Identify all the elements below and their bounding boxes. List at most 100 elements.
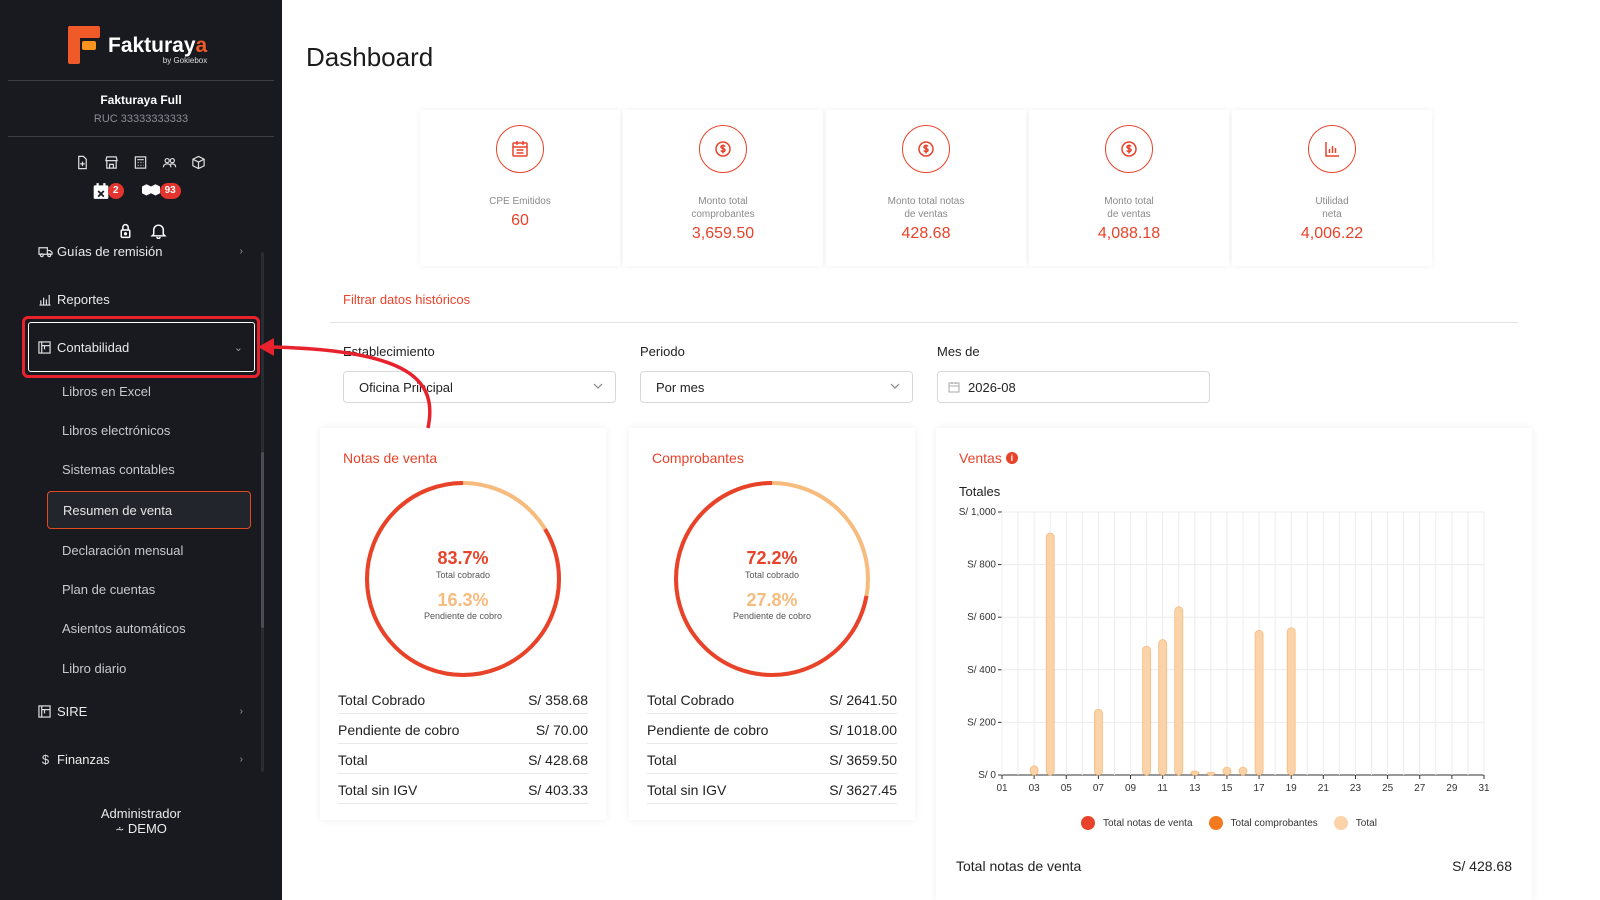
mes-date-input[interactable]: 2026-08 — [937, 371, 1210, 403]
user-name: DEMO — [127, 821, 167, 836]
chart-bar — [1029, 765, 1039, 776]
sidebar-item-sire[interactable]: SIRE › — [38, 704, 243, 719]
sidebar-item-label: SIRE — [57, 704, 88, 719]
donut-labels: 83.7% Total cobrado 16.3% Pendiente de c… — [362, 478, 564, 680]
pendiente-pct: 27.8% — [746, 590, 798, 610]
stat-card-cpe: CPE Emitidos 60 — [420, 110, 620, 266]
boxes-badge[interactable]: 93 — [140, 182, 181, 200]
summary-row: Total Cobrado S/ 2641.50 — [647, 684, 897, 714]
legend-item-notas[interactable]: Total notas de venta — [1081, 816, 1193, 830]
chart-legend: Total notas de venta Total comprobantes … — [1081, 816, 1377, 830]
sidebar-subitem-libros-excel[interactable]: Libros en Excel — [62, 384, 151, 399]
notification-badges: 2 93 — [92, 182, 181, 200]
brand-name: Fakturaya — [108, 34, 208, 57]
x-tick-label: 21 — [1318, 783, 1330, 794]
legend-label: Total notas de venta — [1103, 817, 1193, 829]
x-tick-label: 13 — [1189, 783, 1201, 794]
sidebar-subitem-plan-cuentas[interactable]: Plan de cuentas — [62, 582, 156, 597]
dollar-circle-icon — [1105, 125, 1153, 173]
sidebar-item-guias[interactable]: Guías de remisión › — [38, 244, 243, 259]
chart-bar — [1093, 708, 1103, 776]
scrollbar-thumb[interactable] — [261, 452, 264, 628]
stat-card-notas: Monto total notas de ventas 428.68 — [826, 110, 1026, 266]
periodo-label: Periodo — [640, 344, 685, 359]
main-content: Dashboard CPE Emitidos 60 Monto total com… — [282, 0, 1600, 900]
store-icon[interactable] — [103, 154, 120, 170]
x-tick-label: 17 — [1254, 783, 1266, 794]
y-tick-label: S/ 600 — [967, 612, 996, 623]
sidebar-item-label: Reportes — [57, 292, 110, 307]
bell-icon[interactable] — [150, 222, 167, 239]
calendar-x-icon — [93, 183, 109, 199]
summary-row: Total S/ 3659.50 — [647, 744, 897, 774]
ledger-icon — [38, 341, 53, 355]
legend-label: Total comprobantes — [1230, 817, 1318, 829]
legend-dot — [1333, 816, 1348, 830]
y-tick-label: S/ 800 — [967, 560, 996, 571]
x-tick-label: 27 — [1414, 783, 1426, 794]
stat-label: Monto total comprobantes — [691, 196, 755, 220]
y-tick-label: S/ 0 — [978, 770, 996, 781]
user-info[interactable]: Administrador ⩪ DEMO — [0, 806, 282, 838]
users-icon[interactable] — [161, 154, 178, 170]
calendar-count: 2 — [108, 183, 124, 199]
sidebar-subitem-sistemas-contables[interactable]: Sistemas contables — [62, 462, 175, 477]
highlight-frame-inner — [28, 322, 255, 372]
legend-item-total[interactable]: Total — [1333, 816, 1377, 830]
stat-label: CPE Emitidos — [489, 196, 551, 207]
logo-icon — [68, 26, 100, 64]
sidebar-subitem-declaracion-mensual[interactable]: Declaración mensual — [62, 543, 184, 558]
chart-bar — [1254, 629, 1264, 776]
sidebar-subitem-libro-diario[interactable]: Libro diario — [62, 661, 127, 676]
ventas-title: Ventas — [959, 450, 1002, 466]
summary-row: Total sin IGV S/ 403.33 — [338, 774, 588, 804]
calendar-icon — [948, 382, 960, 393]
user-name-row: ⩪ DEMO — [0, 821, 282, 838]
notas-donut-chart — [365, 481, 561, 677]
sidebar-subitem-label: Resumen de venta — [63, 503, 173, 518]
y-tick-label: S/ 400 — [967, 665, 996, 676]
chart-bar — [1190, 770, 1200, 776]
sidebar-item-label: Finanzas — [57, 752, 110, 767]
summary-row: Total sin IGV S/ 3627.45 — [647, 774, 897, 804]
legend-item-comprobantes[interactable]: Total comprobantes — [1208, 816, 1318, 830]
y-tick-label: S/ 200 — [967, 717, 996, 728]
calendar-badge[interactable]: 2 — [92, 182, 124, 200]
calculator-icon[interactable] — [132, 154, 149, 170]
sidebar-subitem-libros-electronicos[interactable]: Libros electrónicos — [62, 423, 171, 438]
document-plus-icon[interactable] — [74, 154, 91, 170]
dollar-circle-icon — [902, 125, 950, 173]
donut-arc-cobrado — [365, 481, 561, 677]
x-tick-label: 19 — [1286, 783, 1298, 794]
x-tick-label: 01 — [996, 783, 1008, 794]
periodo-select[interactable]: Por mes — [640, 371, 913, 403]
link-icon: ⩪ — [115, 824, 125, 836]
sidebar-subitem-resumen-venta[interactable]: Resumen de venta — [47, 491, 251, 529]
donut-labels: 72.2% Total cobrado 27.8% Pendiente de c… — [671, 478, 873, 680]
y-tick-label: S/ 1,000 — [959, 507, 997, 518]
sidebar-menu: Guías de remisión › Reportes Contabilida… — [0, 240, 282, 775]
brand-logo[interactable]: Fakturaya by Gokiebox — [68, 26, 207, 66]
cobrado-pct: 83.7% — [437, 548, 489, 568]
chevron-right-icon: › — [239, 246, 243, 257]
bar-chart-icon — [1308, 125, 1356, 173]
truck-icon — [38, 245, 53, 259]
establecimiento-value: Oficina Principal — [359, 380, 453, 395]
box-icon[interactable] — [190, 154, 207, 170]
chart-bar — [1158, 639, 1168, 776]
info-icon[interactable]: i — [1005, 452, 1018, 464]
legend-label: Total — [1355, 817, 1377, 829]
mes-label: Mes de — [937, 344, 980, 359]
tool-icons — [117, 222, 167, 239]
sidebar-item-finanzas[interactable]: $ Finanzas › — [38, 752, 243, 767]
sidebar-item-reportes[interactable]: Reportes — [38, 292, 243, 307]
sidebar-scrollbar[interactable] — [261, 252, 264, 772]
establecimiento-select[interactable]: Oficina Principal — [343, 371, 616, 403]
sidebar-subitem-asientos-automaticos[interactable]: Asientos automáticos — [62, 621, 186, 636]
panel-title: Ventas i — [959, 450, 1018, 466]
lock-icon[interactable] — [117, 222, 134, 239]
x-tick-label: 15 — [1221, 783, 1233, 794]
company-ruc: RUC 33333333333 — [93, 113, 189, 125]
page-title: Dashboard — [306, 42, 434, 72]
sidebar-item-contabilidad[interactable]: Contabilidad ⌄ — [38, 340, 243, 355]
